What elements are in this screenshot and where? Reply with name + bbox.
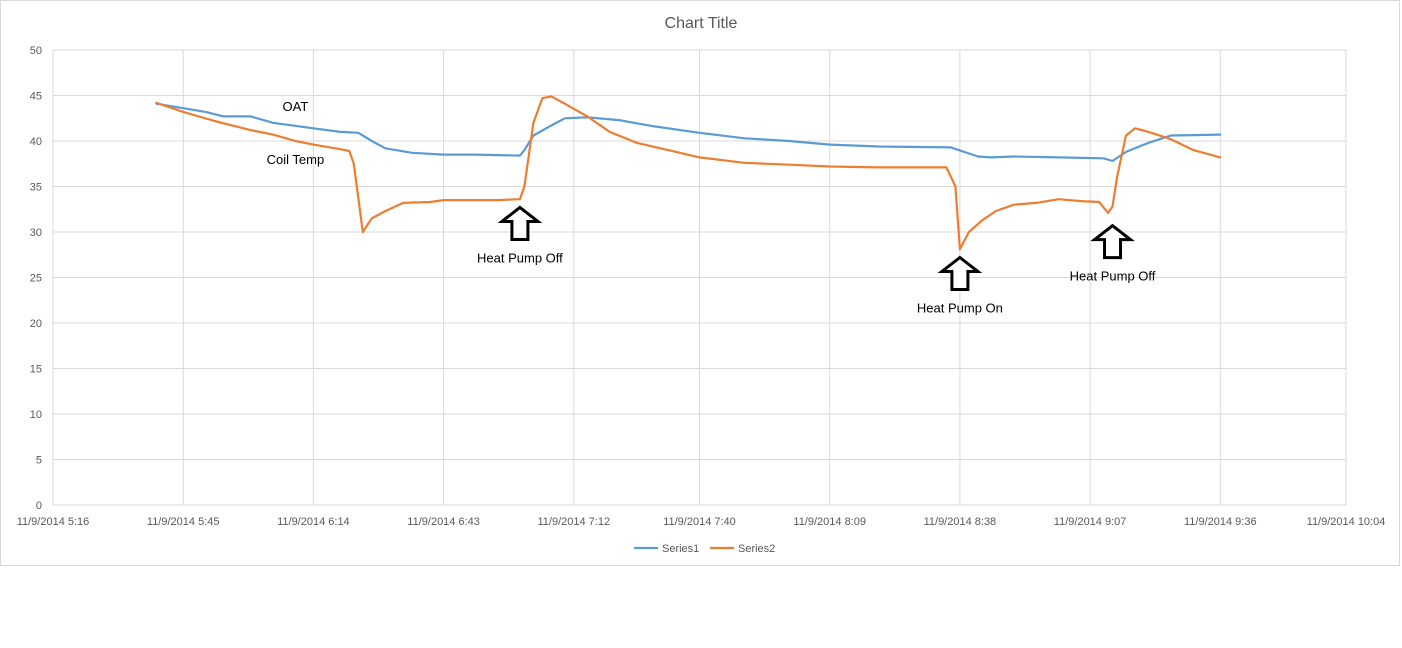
x-tick-label: 11/9/2014 8:09 <box>793 516 866 528</box>
y-axis: 0 5 10 15 20 25 30 35 40 45 50 <box>30 45 42 512</box>
series-line-1 <box>155 102 1222 163</box>
x-tick-label: 11/9/2014 9:36 <box>1184 516 1257 528</box>
x-tick-label: 11/9/2014 5:16 <box>17 516 90 528</box>
annotation-label: OAT <box>283 99 309 114</box>
annotation-label: Heat Pump Off <box>1070 269 1156 284</box>
y-tick-label: 25 <box>30 273 42 285</box>
series-line-2 <box>155 95 1222 251</box>
gridlines <box>52 49 1347 506</box>
y-tick-label: 30 <box>30 227 42 239</box>
y-tick-label: 10 <box>30 409 42 421</box>
x-tick-label: 11/9/2014 7:40 <box>663 516 736 528</box>
x-tick-label: 11/9/2014 10:04 <box>1307 516 1386 528</box>
y-tick-label: 50 <box>30 45 42 57</box>
y-tick-label: 45 <box>30 91 42 103</box>
y-tick-label: 20 <box>30 318 42 330</box>
series-layer <box>155 95 1222 251</box>
x-tick-label: 11/9/2014 6:43 <box>407 516 480 528</box>
x-tick-label: 11/9/2014 7:12 <box>537 516 610 528</box>
legend-entry: Series2 <box>738 543 775 555</box>
up-arrow-icon <box>497 205 543 241</box>
annotation-label: Heat Pump On <box>917 301 1003 316</box>
y-tick-label: 0 <box>36 500 42 512</box>
x-tick-label: 11/9/2014 5:45 <box>147 516 220 528</box>
y-tick-label: 5 <box>36 455 42 467</box>
annotation-label: Coil Temp <box>267 152 325 167</box>
y-tick-label: 35 <box>30 182 42 194</box>
annotation-layer: OAT Coil Temp Heat Pump Off Heat Pump On Hea… <box>267 99 1156 316</box>
up-arrow-icon <box>937 255 983 291</box>
chart-title: Chart Title <box>665 15 738 32</box>
x-tick-label: 11/9/2014 9:07 <box>1054 516 1127 528</box>
y-tick-label: 40 <box>30 136 42 148</box>
legend-entry: Series1 <box>662 543 699 555</box>
legend: Series1 Series2 <box>634 543 775 555</box>
annotation-label: Heat Pump Off <box>477 250 563 265</box>
x-axis: 11/9/2014 5:16 11/9/2014 5:45 11/9/2014 6:… <box>17 516 1386 528</box>
x-tick-label: 11/9/2014 6:14 <box>277 516 350 528</box>
y-tick-label: 15 <box>30 364 42 376</box>
up-arrow-icon <box>1090 223 1135 260</box>
x-tick-label: 11/9/2014 8:38 <box>924 516 997 528</box>
